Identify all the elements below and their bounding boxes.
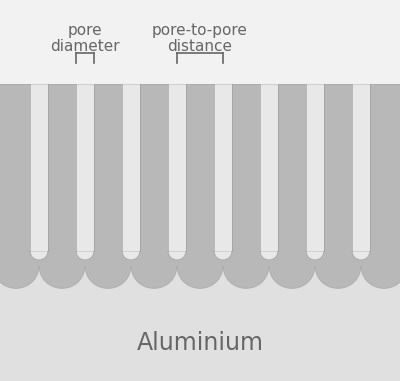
Wedge shape (85, 267, 131, 288)
Bar (306, 84, 324, 251)
Bar (214, 84, 232, 251)
Bar (168, 84, 186, 251)
Bar (122, 84, 140, 251)
Text: pore-to-pore
distance: pore-to-pore distance (152, 23, 248, 54)
Wedge shape (214, 251, 232, 260)
Wedge shape (306, 251, 324, 260)
Bar (0, 84, 400, 267)
Wedge shape (39, 267, 85, 288)
Bar (30, 84, 48, 251)
Wedge shape (260, 251, 278, 260)
Wedge shape (223, 267, 269, 288)
Text: Aluminium: Aluminium (136, 331, 264, 355)
Bar (352, 84, 370, 251)
Wedge shape (30, 251, 48, 260)
Wedge shape (131, 267, 177, 288)
Wedge shape (168, 251, 186, 260)
Wedge shape (352, 251, 370, 260)
Wedge shape (76, 251, 94, 260)
Wedge shape (269, 267, 315, 288)
Wedge shape (361, 267, 400, 288)
Wedge shape (177, 267, 223, 288)
Wedge shape (315, 267, 361, 288)
Bar (0, 244, 400, 381)
Bar (76, 84, 94, 251)
Text: pore
diameter: pore diameter (50, 23, 120, 54)
Wedge shape (0, 267, 39, 288)
Bar (260, 84, 278, 251)
Wedge shape (122, 251, 140, 260)
